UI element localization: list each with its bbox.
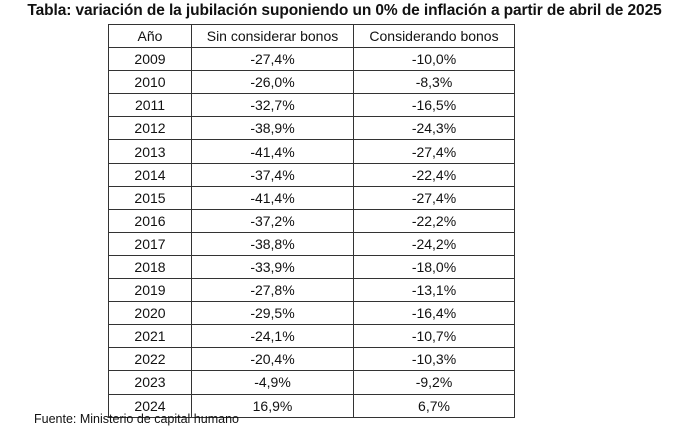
cell-con-bonos: -10,0%: [353, 47, 515, 72]
data-table: Año Sin considerar bonos Considerando bo…: [108, 23, 515, 418]
cell-year: 2010: [108, 70, 192, 95]
cell-con-bonos: 6,7%: [353, 393, 515, 418]
cell-sin-bonos: -41,4%: [191, 139, 354, 164]
cell-sin-bonos: -41,4%: [191, 185, 354, 210]
table-row: 2019 -27,8% -13,1%: [108, 278, 515, 303]
cell-con-bonos: -8,3%: [353, 70, 515, 95]
cell-con-bonos: -10,7%: [353, 324, 515, 349]
cell-year: 2021: [108, 324, 192, 349]
column-header-sin-bonos: Sin considerar bonos: [191, 23, 354, 49]
cell-sin-bonos: -37,4%: [191, 162, 354, 187]
table-row: 2017 -38,8% -24,2%: [108, 231, 515, 256]
cell-year: 2019: [108, 278, 192, 303]
cell-con-bonos: -13,1%: [353, 278, 515, 303]
cell-year: 2023: [108, 370, 192, 395]
table-row: 2012 -38,9% -24,3%: [108, 116, 515, 141]
table-row: 2016 -37,2% -22,2%: [108, 208, 515, 233]
cell-year: 2022: [108, 347, 192, 372]
source-note: Fuente: Ministerio de capital humano: [34, 412, 239, 426]
cell-con-bonos: -18,0%: [353, 254, 515, 280]
cell-sin-bonos: -29,5%: [191, 301, 354, 326]
cell-sin-bonos: 16,9%: [191, 393, 354, 418]
cell-con-bonos: -22,2%: [353, 208, 515, 233]
cell-con-bonos: -24,2%: [353, 231, 515, 256]
cell-con-bonos: -22,4%: [353, 162, 515, 187]
cell-con-bonos: -27,4%: [353, 185, 515, 210]
cell-year: 2015: [108, 185, 192, 210]
table-row: 2022 -20,4% -10,3%: [108, 347, 515, 372]
cell-con-bonos: -16,4%: [353, 301, 515, 326]
column-header-con-bonos: Considerando bonos: [353, 23, 515, 49]
cell-con-bonos: -16,5%: [353, 93, 515, 118]
cell-sin-bonos: -26,0%: [191, 70, 354, 95]
cell-sin-bonos: -24,1%: [191, 324, 354, 349]
cell-year: 2012: [108, 116, 192, 141]
cell-year: 2009: [108, 47, 192, 72]
cell-year: 2024: [108, 393, 192, 418]
cell-year: 2020: [108, 301, 192, 326]
table-row: 2013 -41,4% -27,4%: [108, 139, 515, 164]
cell-con-bonos: -27,4%: [353, 139, 515, 164]
cell-sin-bonos: -33,9%: [191, 254, 354, 280]
table-body: 2009 -27,4% -10,0% 2010 -26,0% -8,3% 2011 -32,7…: [108, 47, 515, 418]
chart-title: Tabla: variación de la jubilación suponi…: [27, 2, 662, 19]
table-row: 2015 -41,4% -27,4%: [108, 185, 515, 210]
table-row: 2024 16,9% 6,7%: [108, 393, 515, 418]
cell-sin-bonos: -4,9%: [191, 370, 354, 395]
table-row: 2023 -4,9% -9,2%: [108, 370, 515, 395]
cell-con-bonos: -9,2%: [353, 370, 515, 395]
cell-sin-bonos: -37,2%: [191, 208, 354, 233]
cell-sin-bonos: -27,8%: [191, 278, 354, 303]
cell-year: 2011: [108, 93, 192, 118]
cell-year: 2013: [108, 139, 192, 164]
cell-sin-bonos: -38,8%: [191, 231, 354, 256]
column-header-year: Año: [108, 23, 192, 49]
cell-con-bonos: -10,3%: [353, 347, 515, 372]
table-row: 2011 -32,7% -16,5%: [108, 93, 515, 118]
cell-year: 2016: [108, 208, 192, 233]
table-row: 2009 -27,4% -10,0%: [108, 47, 515, 72]
cell-sin-bonos: -20,4%: [191, 347, 354, 372]
table-row: 2021 -24,1% -10,7%: [108, 324, 515, 349]
cell-sin-bonos: -32,7%: [191, 93, 354, 118]
cell-year: 2017: [108, 231, 192, 256]
cell-year: 2018: [108, 254, 192, 280]
cell-con-bonos: -24,3%: [353, 116, 515, 141]
table-header-row: Año Sin considerar bonos Considerando bo…: [108, 23, 515, 49]
cell-sin-bonos: -27,4%: [191, 47, 354, 72]
table-row: 2010 -26,0% -8,3%: [108, 70, 515, 95]
cell-sin-bonos: -38,9%: [191, 116, 354, 141]
table-row: 2020 -29,5% -16,4%: [108, 301, 515, 326]
cell-year: 2014: [108, 162, 192, 187]
table-row: 2014 -37,4% -22,4%: [108, 162, 515, 187]
table-row: 2018 -33,9% -18,0%: [108, 254, 515, 280]
